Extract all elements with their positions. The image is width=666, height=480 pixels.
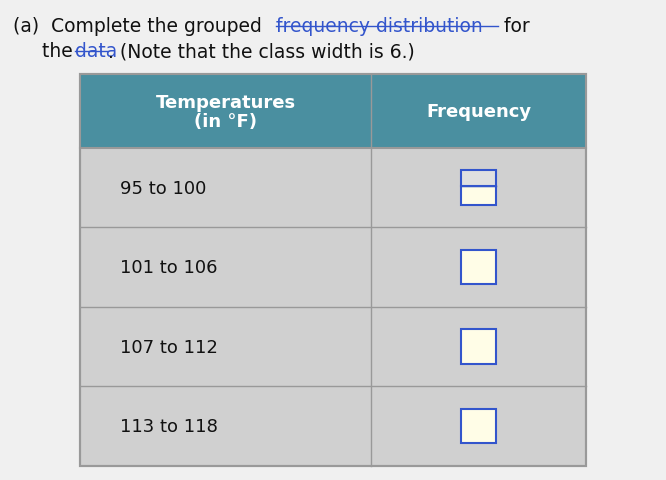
Text: Frequency: Frequency xyxy=(426,103,531,120)
Text: (in °F): (in °F) xyxy=(194,113,257,131)
Text: 107 to 112: 107 to 112 xyxy=(120,338,218,356)
Text: . (Note that the class width is 6.): . (Note that the class width is 6.) xyxy=(108,42,415,61)
Text: the: the xyxy=(42,42,79,61)
Text: 101 to 106: 101 to 106 xyxy=(120,259,217,276)
Text: 113 to 118: 113 to 118 xyxy=(120,417,218,435)
Text: for: for xyxy=(498,17,530,36)
Text: (a)  Complete the grouped: (a) Complete the grouped xyxy=(13,17,268,36)
Text: frequency distribution: frequency distribution xyxy=(276,17,483,36)
Text: data: data xyxy=(75,42,117,61)
Text: 95 to 100: 95 to 100 xyxy=(120,180,206,197)
Text: Temperatures: Temperatures xyxy=(155,94,296,112)
